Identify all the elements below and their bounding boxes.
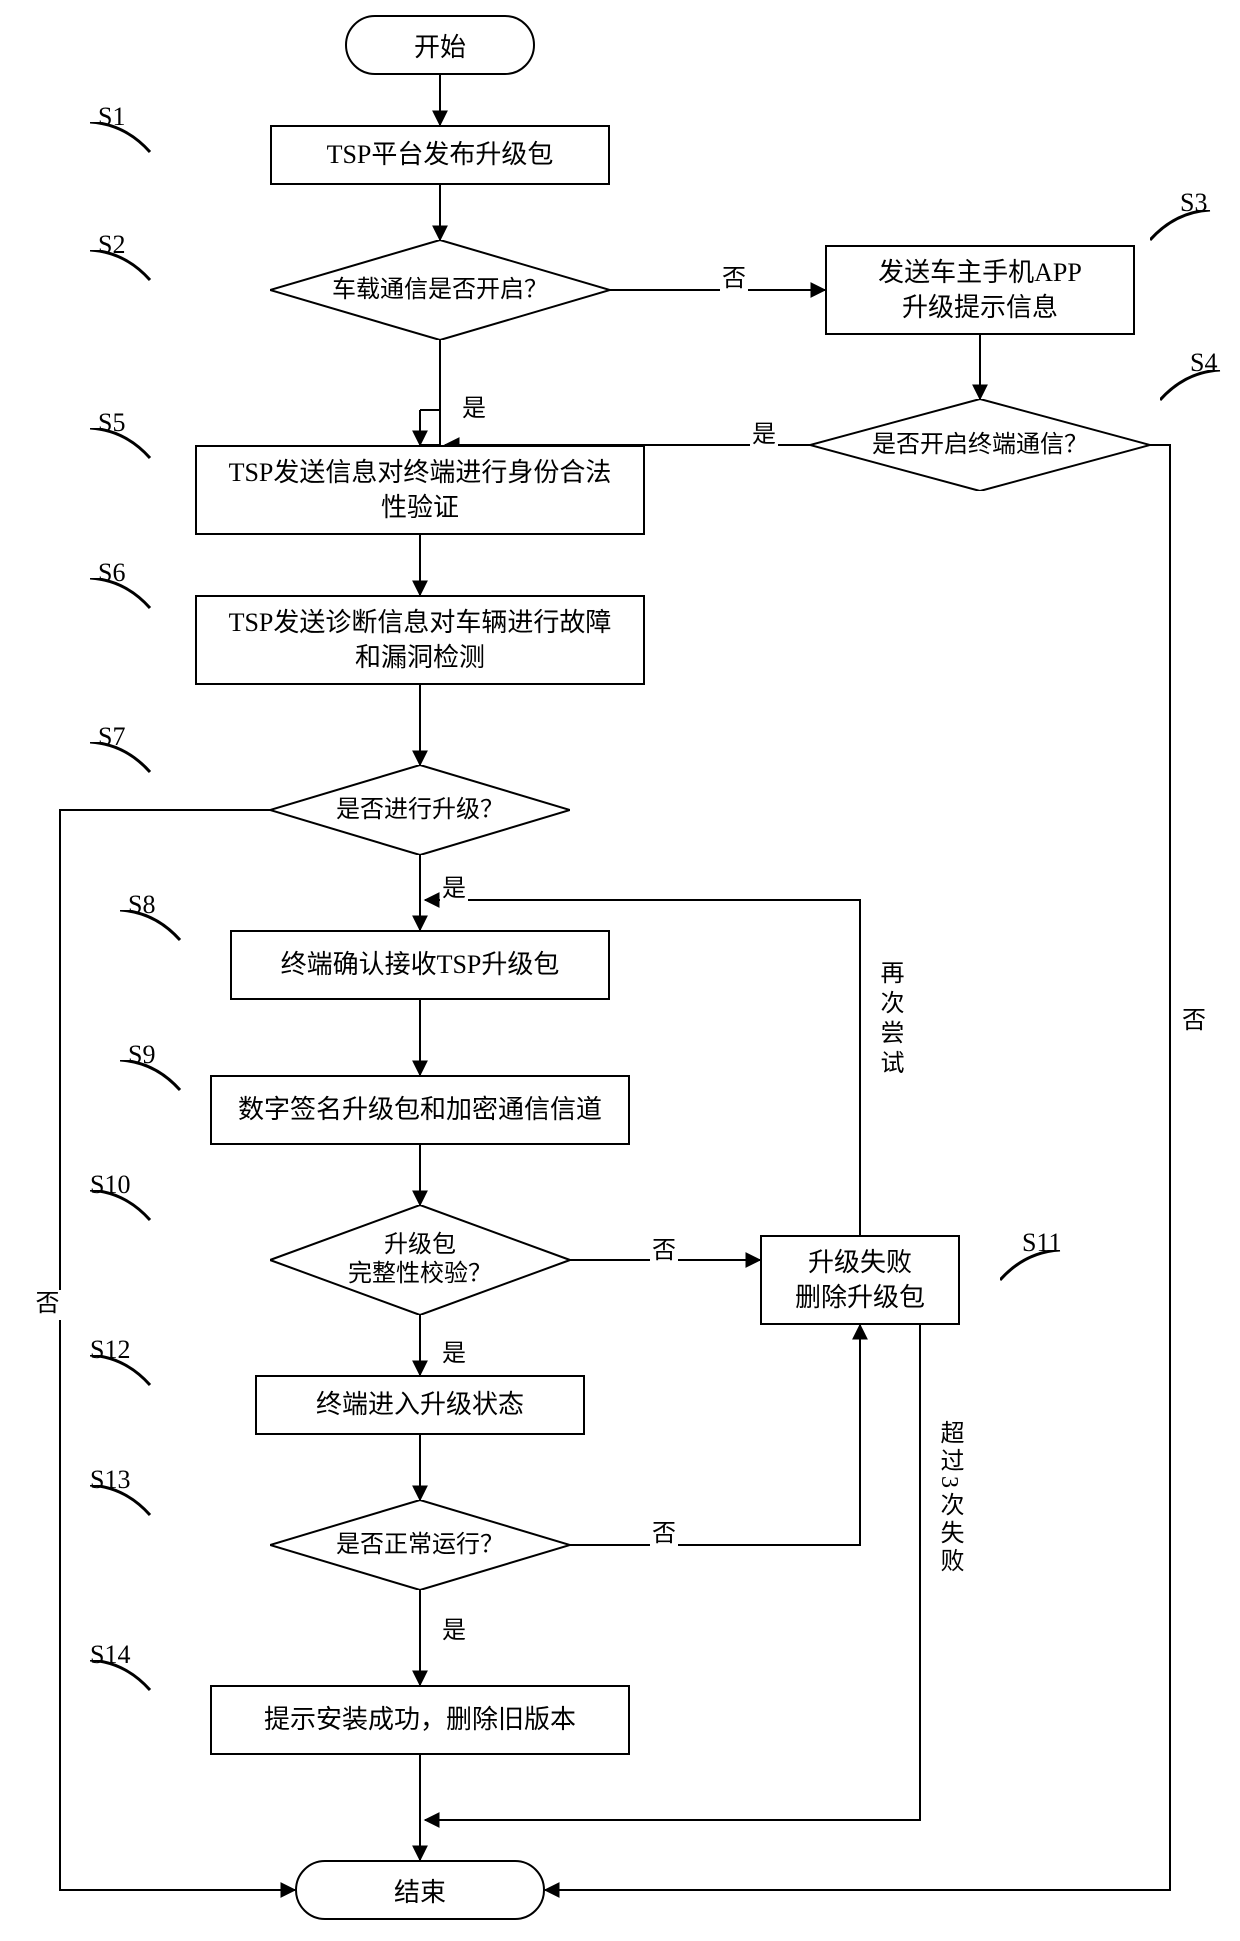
- terminal-start-label: 开始: [414, 27, 466, 64]
- step-label-s5: S5: [98, 408, 125, 438]
- edge-label-s4-no: 否: [1180, 1000, 1208, 1035]
- step-label-s6: S6: [98, 558, 125, 588]
- step-ribbon-s9: S9: [120, 1060, 180, 1086]
- step-ribbon-s14: S14: [90, 1660, 150, 1686]
- edge-label-s2-no: 否: [720, 258, 748, 293]
- step-label-s12: S12: [90, 1335, 130, 1365]
- step-label-s9: S9: [128, 1040, 155, 1070]
- step-label-s14: S14: [90, 1640, 130, 1670]
- decision-s13-text: 是否正常运行？: [336, 1531, 504, 1560]
- step-label-s10: S10: [90, 1170, 130, 1200]
- step-label-s2: S2: [98, 230, 125, 260]
- edge-label-s4-yes: 是: [750, 414, 778, 449]
- process-s3-text: 发送车主手机APP升级提示信息: [878, 255, 1082, 325]
- process-s11: 升级失败删除升级包: [760, 1235, 960, 1325]
- step-ribbon-s10: S10: [90, 1190, 150, 1216]
- process-s1: TSP平台发布升级包: [270, 125, 610, 185]
- flowchart-canvas: 开始 结束 TSP平台发布升级包 发送车主手机APP升级提示信息 TSP发送信息…: [0, 0, 1240, 1941]
- step-ribbon-s3: S3: [1150, 210, 1210, 236]
- step-label-s4: S4: [1190, 348, 1217, 378]
- step-label-s1: S1: [98, 102, 125, 132]
- process-s6: TSP发送诊断信息对车辆进行故障和漏洞检测: [195, 595, 645, 685]
- step-ribbon-s4: S4: [1160, 370, 1220, 396]
- step-ribbon-s8: S8: [120, 910, 180, 936]
- decision-s2: 车载通信是否开启？: [270, 240, 610, 340]
- decision-s13: 是否正常运行？: [270, 1500, 570, 1590]
- edge-label-s13-no: 否: [650, 1513, 678, 1548]
- decision-s7-text: 是否进行升级？: [336, 796, 504, 825]
- step-label-s3: S3: [1180, 188, 1207, 218]
- process-s5: TSP发送信息对终端进行身份合法性验证: [195, 445, 645, 535]
- terminal-end-label: 结束: [394, 1872, 446, 1909]
- process-s8: 终端确认接收TSP升级包: [230, 930, 610, 1000]
- edge-label-s10-no: 否: [650, 1230, 678, 1265]
- step-ribbon-s1: S1: [90, 122, 150, 148]
- process-s1-text: TSP平台发布升级包: [327, 137, 554, 172]
- process-s11-text: 升级失败删除升级包: [795, 1245, 925, 1315]
- decision-s7: 是否进行升级？: [270, 765, 570, 855]
- decision-s4-text: 是否开启终端通信？: [872, 431, 1088, 460]
- process-s6-text: TSP发送诊断信息对车辆进行故障和漏洞检测: [229, 605, 612, 675]
- process-s12: 终端进入升级状态: [255, 1375, 585, 1435]
- edge-label-s11-retry: 再次尝试: [870, 960, 909, 1080]
- process-s3: 发送车主手机APP升级提示信息: [825, 245, 1135, 335]
- step-label-s13: S13: [90, 1465, 130, 1495]
- step-ribbon-s2: S2: [90, 250, 150, 276]
- step-ribbon-s7: S7: [90, 742, 150, 768]
- process-s8-text: 终端确认接收TSP升级包: [281, 947, 560, 982]
- step-ribbon-s12: S12: [90, 1355, 150, 1381]
- edge-label-s13-yes: 是: [440, 1610, 468, 1645]
- decision-s10: 升级包完整性校验？: [270, 1205, 570, 1315]
- step-label-s7: S7: [98, 722, 125, 752]
- terminal-start: 开始: [345, 15, 535, 75]
- decision-s10-text: 升级包完整性校验？: [348, 1231, 492, 1289]
- decision-s2-text: 车载通信是否开启？: [332, 276, 548, 305]
- edge-label-s11-fail3: 超过3次失败: [930, 1420, 969, 1576]
- edge-label-s7-no: 否: [25, 1290, 64, 1320]
- edge-label-s2-yes: 是: [460, 388, 488, 423]
- step-ribbon-s6: S6: [90, 578, 150, 604]
- step-ribbon-s13: S13: [90, 1485, 150, 1511]
- decision-s4: 是否开启终端通信？: [810, 399, 1150, 491]
- process-s14-text: 提示安装成功，删除旧版本: [264, 1702, 576, 1737]
- process-s5-text: TSP发送信息对终端进行身份合法性验证: [229, 455, 612, 525]
- step-ribbon-s5: S5: [90, 428, 150, 454]
- step-label-s11: S11: [1022, 1228, 1062, 1258]
- edge-label-s10-yes: 是: [440, 1333, 468, 1368]
- step-ribbon-s11: S11: [1000, 1250, 1060, 1276]
- process-s12-text: 终端进入升级状态: [316, 1387, 524, 1422]
- step-label-s8: S8: [128, 890, 155, 920]
- edge-label-s7-yes: 是: [440, 868, 468, 903]
- process-s9-text: 数字签名升级包和加密通信信道: [238, 1092, 602, 1127]
- process-s9: 数字签名升级包和加密通信信道: [210, 1075, 630, 1145]
- terminal-end: 结束: [295, 1860, 545, 1920]
- process-s14: 提示安装成功，删除旧版本: [210, 1685, 630, 1755]
